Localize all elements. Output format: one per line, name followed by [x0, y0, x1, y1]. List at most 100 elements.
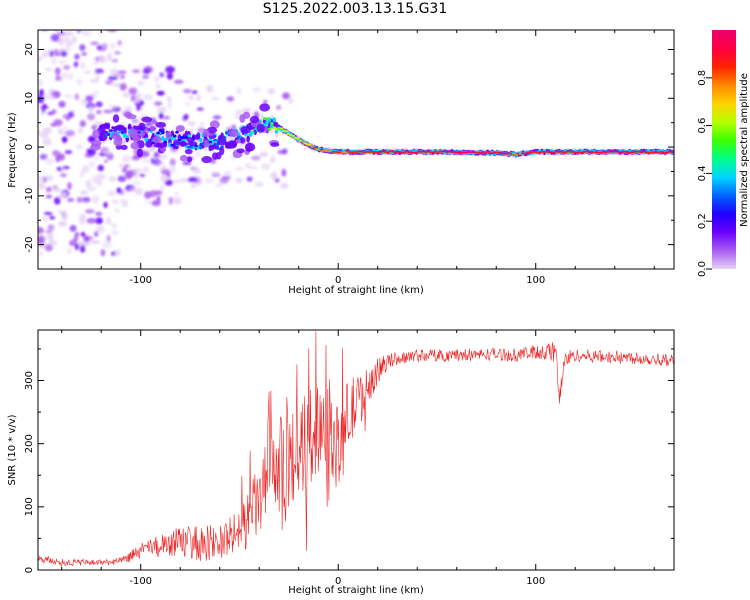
noise-blob — [104, 221, 113, 225]
ridge-cell — [156, 131, 160, 135]
noise-blob — [42, 127, 53, 133]
ridge-blob — [138, 122, 146, 132]
noise-blob — [125, 171, 134, 179]
noise-blob — [112, 83, 122, 87]
ridge-blob — [152, 136, 162, 144]
spectrogram-plot-area — [38, 18, 674, 257]
noise-blob — [74, 53, 80, 60]
noise-blob — [103, 201, 108, 209]
noise-blob — [41, 52, 49, 58]
noise-blob — [149, 190, 157, 198]
noise-blob — [79, 44, 86, 52]
ridge-blob — [149, 125, 156, 132]
ridge-cell — [483, 152, 487, 155]
noise-blob — [114, 208, 120, 213]
noise-blob — [82, 165, 90, 173]
noise-blob — [83, 234, 89, 241]
colorbar-tick-label: 0.6 — [697, 118, 708, 134]
noise-blob — [62, 126, 68, 130]
noise-blob — [111, 230, 119, 235]
ridge-cell — [111, 126, 115, 130]
ridge-cell — [270, 121, 274, 125]
ridge-cell — [265, 120, 269, 126]
noise-blob — [261, 162, 271, 170]
ridge-blob — [206, 126, 218, 134]
noise-blob — [159, 72, 165, 78]
noise-blob — [77, 23, 84, 27]
noise-blob — [39, 89, 44, 97]
snr-x-axis-title: Height of straight line (km) — [288, 585, 424, 596]
ridge-blob — [158, 142, 166, 149]
noise-blob — [81, 242, 91, 246]
noise-blob — [108, 20, 116, 26]
noise-blob — [50, 57, 57, 65]
noise-blob — [166, 96, 172, 102]
y-tick-label: 20 — [24, 43, 35, 56]
x-tick-label: 100 — [526, 275, 545, 286]
ridge-blob — [216, 137, 227, 146]
ridge-blob — [165, 131, 172, 140]
ridge-blob — [139, 131, 146, 137]
ridge-cell — [172, 134, 177, 138]
noise-blob — [288, 97, 294, 105]
ridge-blob — [201, 156, 213, 164]
ridge-blob — [239, 137, 246, 144]
ridge-blob — [228, 129, 239, 137]
noise-blob — [92, 90, 101, 95]
noise-blob — [169, 158, 176, 166]
noise-blob — [46, 174, 54, 182]
noise-blob — [106, 54, 113, 62]
noise-blob — [84, 209, 95, 214]
ridge-cell — [144, 137, 149, 143]
noise-blob — [59, 173, 67, 177]
noise-blob — [211, 97, 220, 101]
noise-blob — [38, 175, 45, 183]
ridge-cell — [225, 131, 229, 135]
noise-blob — [44, 244, 53, 252]
noise-blob — [55, 154, 61, 163]
noise-blob — [62, 24, 71, 30]
noise-blob — [90, 239, 100, 244]
noise-blob — [156, 106, 162, 113]
y-tick-label: -10 — [24, 188, 35, 204]
snr-frame — [37, 329, 675, 571]
noise-blob — [119, 30, 122, 31]
snr-plot-area — [38, 331, 674, 567]
noise-blob — [119, 74, 126, 80]
noise-blob — [39, 153, 48, 160]
noise-blob — [79, 120, 86, 128]
noise-blob — [56, 166, 62, 172]
noise-blob — [65, 129, 75, 137]
noise-blob — [97, 164, 104, 172]
noise-blob — [153, 151, 161, 159]
noise-blob — [190, 182, 197, 189]
noise-blob — [68, 72, 74, 81]
noise-blob — [64, 94, 73, 98]
x-tick-label: -100 — [129, 275, 152, 286]
noise-blob — [38, 130, 41, 135]
ridge-cell — [137, 130, 141, 134]
noise-blob — [186, 121, 197, 126]
noise-blob — [121, 92, 131, 98]
noise-blob — [58, 221, 64, 227]
noise-blob — [94, 156, 99, 161]
noise-blob — [76, 30, 82, 34]
ridge-blob — [244, 142, 256, 152]
noise-blob — [75, 18, 79, 26]
ridge-blob — [120, 144, 128, 150]
ridge-cell — [310, 144, 314, 147]
y-tick-label: 200 — [24, 434, 35, 453]
noise-blob — [195, 94, 202, 102]
noise-blob — [117, 70, 127, 74]
noise-blob — [172, 179, 181, 183]
noise-blob — [100, 249, 106, 257]
noise-blob — [263, 99, 268, 105]
spectrogram-ridge — [90, 103, 674, 164]
ridge-cell — [170, 143, 175, 147]
noise-blob — [93, 61, 99, 65]
ridge-cell — [481, 151, 485, 154]
ridge-blob — [98, 133, 108, 141]
noise-blob — [46, 233, 54, 241]
ridge-blob — [209, 120, 220, 129]
noise-blob — [90, 41, 99, 45]
